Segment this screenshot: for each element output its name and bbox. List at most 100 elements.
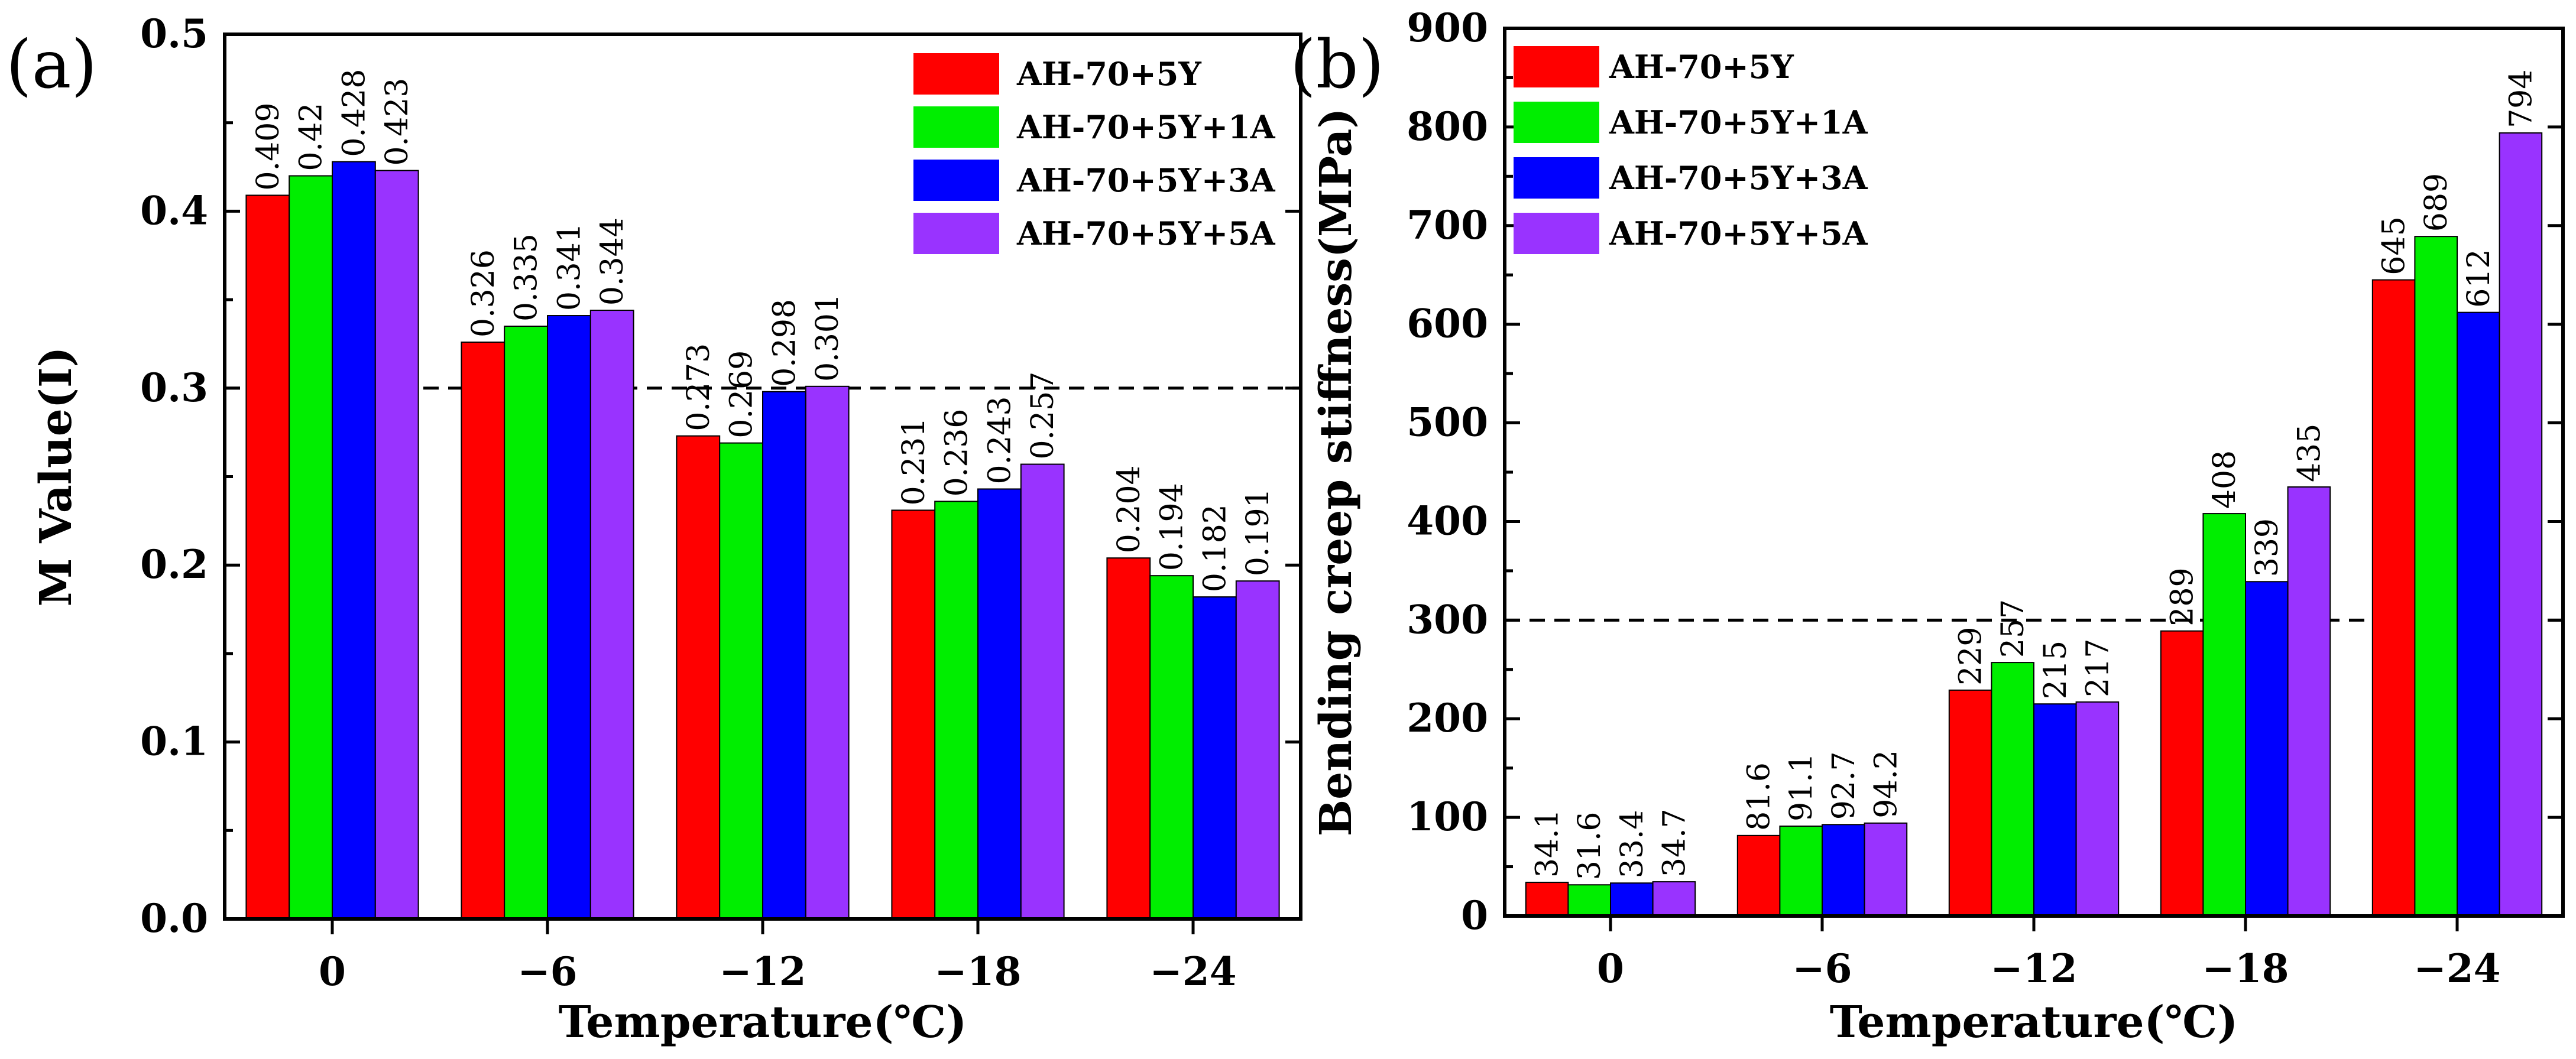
chart-b-data-label-3-5: 612	[2461, 249, 2497, 307]
chart-b-x-tick-label: 0	[1597, 946, 1624, 992]
chart-a-bar-4-1	[374, 170, 419, 920]
chart-a-data-label-3-4: 0.243	[982, 397, 1018, 485]
chart-b-legend-swatch-4	[1514, 213, 1599, 254]
chart-b-bar-3-1	[1610, 882, 1654, 917]
chart-a-legend-swatch-3	[913, 160, 999, 201]
chart-b-y-tick-label: 400	[1407, 498, 1488, 544]
chart-b-data-label-2-3: 257	[1995, 599, 2031, 658]
chart-b-bar-1-3	[1948, 689, 1992, 917]
chart-b-legend-swatch-1	[1514, 46, 1599, 87]
chart-b-data-label-3-2: 92.7	[1826, 752, 1862, 820]
chart-a-data-label-3-5: 0.182	[1197, 504, 1233, 592]
chart-a-legend-label-1: AH-70+5Y	[1016, 55, 1202, 93]
chart-b-bar-4-1	[1652, 881, 1696, 917]
chart-a-x-axis-title: Temperature(℃)	[559, 997, 967, 1048]
chart-a-bar-3-3	[762, 391, 806, 920]
chart-a-data-label-4-4: 0.257	[1025, 372, 1061, 460]
chart-a-data-label-2-5: 0.194	[1155, 483, 1190, 571]
chart-b-bar-2-1	[1567, 884, 1611, 917]
chart-a-data-label-2-2: 0.335	[509, 233, 545, 321]
chart-b-y-tick-label: 600	[1407, 301, 1488, 347]
chart-a-bar-1-1	[245, 194, 290, 920]
chart-a-x-tick-label: −12	[719, 948, 806, 995]
chart-a-legend-swatch-4	[913, 213, 999, 254]
chart-b-data-label-1-2: 81.6	[1742, 762, 1777, 831]
chart-b-x-tick-label: −18	[2202, 946, 2289, 992]
chart-a-x-tick-label: −6	[517, 948, 577, 995]
chart-a-x-tick-label: −24	[1149, 948, 1236, 995]
chart-a-y-tick-label: 0.1	[140, 719, 208, 765]
chart-b-data-label-4-3: 217	[2080, 639, 2115, 697]
chart-a-bar-1-2	[461, 341, 506, 920]
chart-a-bar-1-3	[676, 435, 721, 920]
chart-b-y-tick-label: 700	[1407, 202, 1488, 248]
chart-b: (b) 34.1 81.6 229 289 645 31.6 91.1 257 408 689 33.…	[1290, 5, 2565, 1048]
chart-b-bar-1-4	[2160, 630, 2204, 917]
chart-b-x-axis-title: Temperature(℃)	[1830, 997, 2238, 1048]
chart-b-bar-2-3	[1991, 662, 2034, 917]
chart-a-bar-4-2	[589, 310, 634, 920]
chart-a-bar-3-4	[977, 488, 1022, 920]
chart-b-legend-swatch-3	[1514, 157, 1599, 199]
chart-a-bar-4-4	[1020, 463, 1065, 920]
chart-a-data-label-4-1: 0.423	[380, 78, 415, 166]
chart-a-bar-3-2	[547, 315, 591, 920]
chart-a-bar-2-4	[934, 501, 978, 920]
chart-a-legend-label-4: AH-70+5Y+5A	[1016, 215, 1276, 252]
chart-b-y-tick-label: 100	[1407, 794, 1488, 840]
chart-a-data-label-2-1: 0.42	[294, 103, 329, 171]
chart-a-bar-1-4	[891, 509, 936, 920]
chart-a-bar-4-5	[1235, 580, 1280, 920]
chart-a-data-label-4-5: 0.191	[1240, 488, 1276, 576]
chart-b-bar-2-4	[2202, 513, 2246, 917]
chart-a-data-label-4-2: 0.344	[595, 217, 630, 306]
chart-a: (a) 0.409 0.326 0.273 0.231 0.204 0.42 0.335 0.2…	[6, 11, 1302, 1048]
chart-b-legend-label-1: AH-70+5Y	[1609, 48, 1794, 86]
chart-b-y-tick-label: 500	[1407, 399, 1488, 446]
chart-b-data-label-1-5: 645	[2377, 216, 2412, 275]
chart-b-bar-1-2	[1736, 834, 1781, 917]
chart-a-bar-1-5	[1106, 557, 1151, 920]
chart-b-y-tick-label: 300	[1407, 596, 1488, 642]
chart-b-data-label-3-1: 33.4	[1615, 810, 1650, 878]
chart-a-bar-2-3	[719, 442, 763, 920]
chart-a-bar-2-2	[504, 326, 549, 920]
chart-b-panel-label: (b)	[1290, 27, 1384, 103]
chart-b-bar-1-1	[1525, 882, 1569, 917]
chart-a-y-tick-label: 0.0	[140, 895, 208, 941]
chart-a-data-label-2-3: 0.269	[724, 350, 760, 438]
chart-b-bar-2-2	[1779, 825, 1823, 917]
chart-a-bar-2-5	[1149, 575, 1194, 920]
chart-a-data-label-3-1: 0.428	[336, 69, 372, 157]
chart-b-legend-label-2: AH-70+5Y+1A	[1609, 103, 1868, 141]
chart-a-data-label-1-4: 0.231	[896, 418, 932, 506]
chart-a-bar-3-5	[1193, 596, 1237, 920]
chart-b-data-label-4-2: 94.2	[1868, 750, 1904, 818]
chart-b-y-tick-label: 900	[1407, 5, 1488, 51]
chart-b-data-label-4-5: 794	[2503, 70, 2539, 128]
chart-b-bar-3-2	[1822, 824, 1865, 917]
chart-a-data-label-1-1: 0.409	[251, 103, 286, 191]
chart-a-legend-label-2: AH-70+5Y+1A	[1016, 108, 1276, 146]
chart-a-y-axis-title: M Value(I)	[31, 347, 82, 607]
chart-b-bar-2-5	[2414, 236, 2458, 917]
chart-b-bar-3-5	[2457, 311, 2500, 917]
chart-b-data-label-4-1: 34.7	[1657, 808, 1692, 877]
chart-a-legend-label-3: AH-70+5Y+3A	[1016, 161, 1276, 199]
chart-b-y-tick-label: 0	[1461, 892, 1488, 938]
chart-a-data-label-1-3: 0.273	[681, 343, 717, 431]
chart-a-data-label-1-2: 0.326	[466, 249, 501, 337]
chart-b-data-label-2-1: 31.6	[1572, 811, 1608, 880]
chart-b-data-label-2-2: 91.1	[1784, 753, 1819, 821]
chart-b-bar-3-4	[2245, 581, 2289, 917]
chart-a-data-label-1-5: 0.204	[1112, 465, 1147, 553]
chart-b-bar-4-3	[2075, 701, 2120, 917]
chart-b-bar-1-5	[2371, 279, 2416, 917]
chart-b-y-tick-label: 200	[1407, 695, 1488, 741]
chart-b-legend-swatch-2	[1514, 102, 1599, 143]
chart-b-x-tick-label: −24	[2413, 946, 2500, 992]
chart-a-y-tick-label: 0.4	[140, 187, 208, 233]
chart-b-y-axis-title: Bending creep stiffness(MPa)	[1311, 108, 1362, 837]
chart-b-legend-label-3: AH-70+5Y+3A	[1609, 159, 1868, 197]
chart-b-x-tick-label: −6	[1792, 946, 1852, 992]
